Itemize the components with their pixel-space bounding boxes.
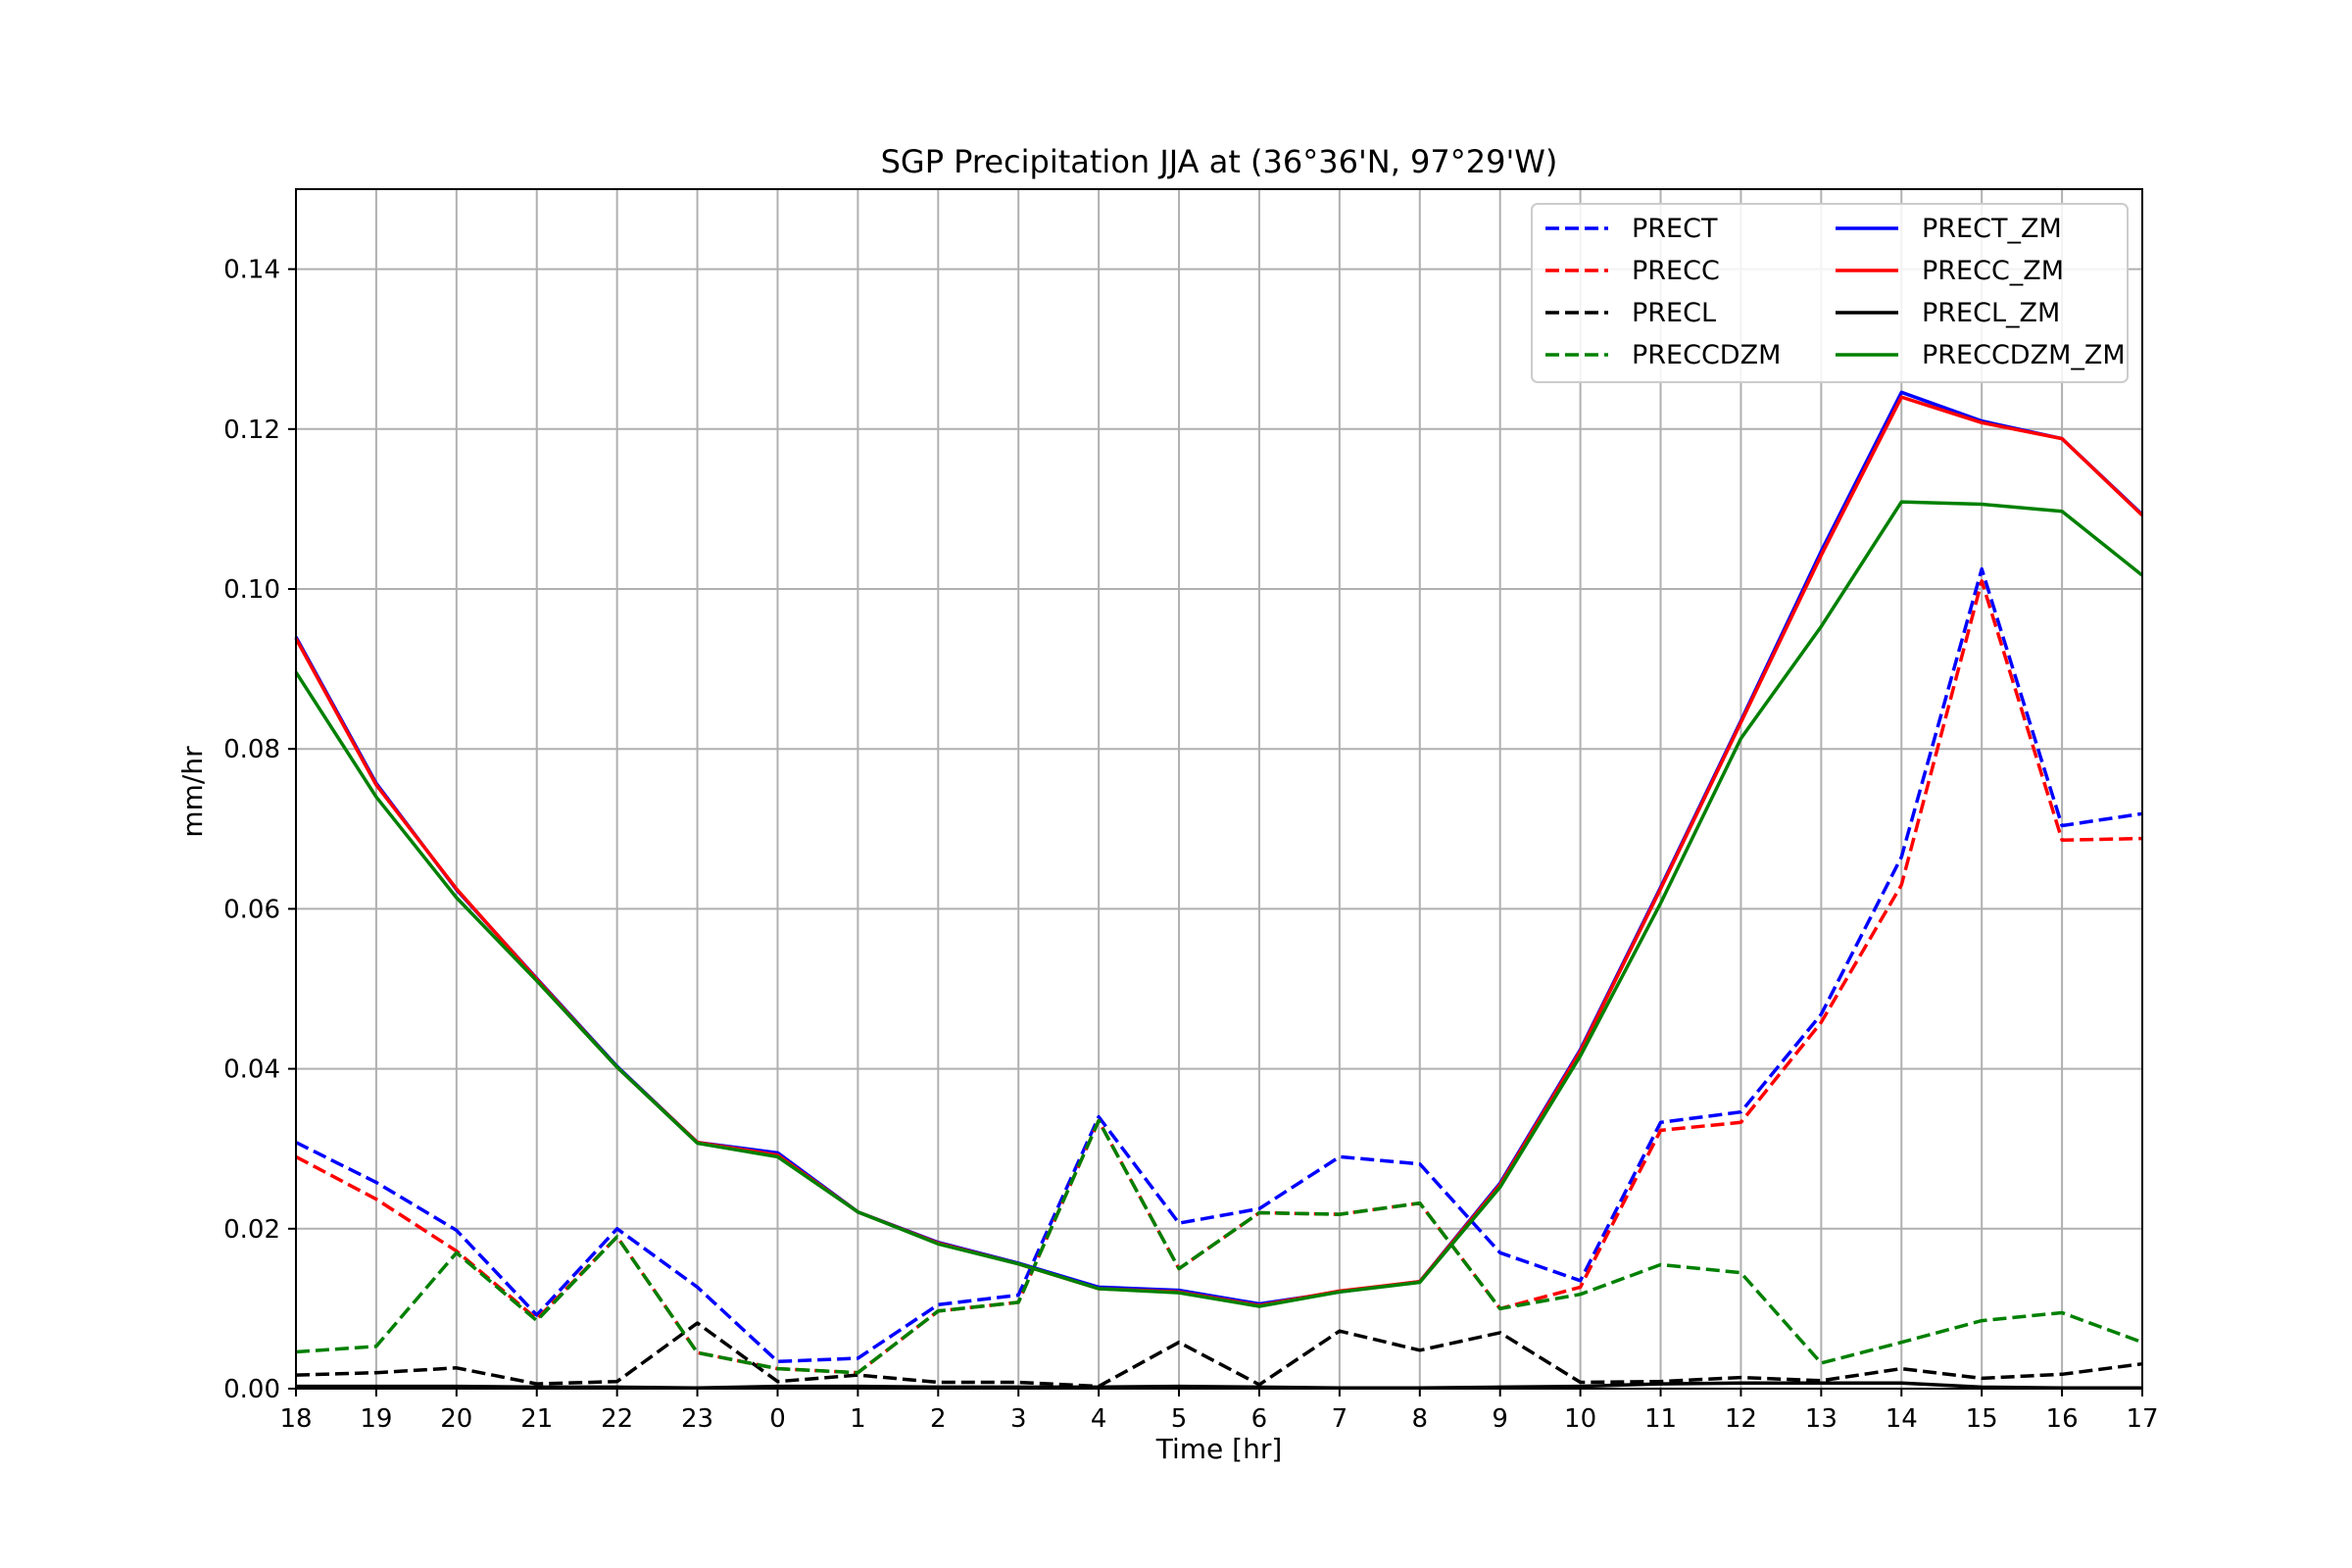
x-tick-label: 7 (1332, 1404, 1348, 1434)
series-prect (295, 566, 2143, 1364)
x-tick-label: 0 (769, 1404, 786, 1434)
x-tick-label: 5 (1171, 1404, 1188, 1434)
x-tick-label: 15 (1966, 1404, 1998, 1434)
x-tick-label: 8 (1412, 1404, 1429, 1434)
y-tick-label: 0.08 (223, 735, 280, 764)
x-tick-label: 9 (1492, 1404, 1508, 1434)
x-axis: 18 19 20 21 22 23 0 1 2 3 4 5 6 7 8 9 10 11 12 13 14 15 16 17 (279, 1389, 2159, 1434)
chart-title: SGP Precipitation JJA at (36°36'N, 97°29… (881, 143, 1558, 180)
x-tick-label: 23 (681, 1404, 713, 1434)
y-tick-label: 0.12 (223, 416, 280, 445)
y-tick-label: 0.02 (223, 1215, 280, 1245)
legend-label: PRECCDZM_ZM (1922, 340, 2126, 370)
legend-label: PRECT (1632, 214, 1718, 244)
x-axis-label: Time [hr] (1155, 1433, 1283, 1465)
x-tick-label: 19 (360, 1404, 392, 1434)
legend-label: PRECC_ZM (1922, 256, 2064, 286)
y-axis: 0.00 0.02 0.04 0.06 0.08 0.10 0.12 0.14 (223, 256, 296, 1404)
x-tick-label: 2 (930, 1404, 947, 1434)
x-tick-label: 20 (440, 1404, 472, 1434)
x-tick-label: 12 (1725, 1404, 1757, 1434)
x-tick-label: 10 (1564, 1404, 1596, 1434)
x-tick-label: 1 (850, 1404, 866, 1434)
legend-label: PRECL (1632, 298, 1716, 328)
grid-lines (295, 189, 2143, 1390)
x-tick-label: 14 (1886, 1404, 1918, 1434)
legend-label: PRECC (1632, 256, 1720, 286)
series-preccdzm (295, 1118, 2143, 1375)
series-precl-zm (296, 1381, 2142, 1390)
x-tick-label: 17 (2126, 1404, 2158, 1434)
y-tick-label: 0.00 (223, 1375, 280, 1404)
y-tick-label: 0.04 (223, 1055, 280, 1085)
legend-label: PRECCDZM (1632, 340, 1781, 370)
x-tick-label: 6 (1251, 1404, 1268, 1434)
legend-box (1531, 203, 2129, 383)
x-tick-label: 13 (1805, 1404, 1838, 1434)
x-tick-label: 11 (1644, 1404, 1677, 1434)
series-precl (295, 1321, 2143, 1389)
series-precc (295, 579, 2143, 1375)
x-tick-label: 16 (2046, 1404, 2079, 1434)
y-tick-label: 0.10 (223, 575, 280, 605)
legend-label: PRECL_ZM (1922, 298, 2060, 328)
y-tick-label: 0.06 (223, 895, 280, 924)
series-lines (294, 390, 2144, 1390)
legend-label: PRECT_ZM (1922, 214, 2062, 244)
x-tick-label: 22 (601, 1404, 633, 1434)
series-preccdzm-zm (294, 500, 2144, 1308)
x-tick-label: 4 (1091, 1404, 1107, 1434)
x-tick-label: 18 (279, 1404, 312, 1434)
y-tick-label: 0.14 (223, 256, 280, 285)
x-tick-label: 21 (520, 1404, 553, 1434)
plot-frame (295, 188, 2143, 1390)
x-tick-label: 3 (1010, 1404, 1027, 1434)
y-axis-label: mm/hr (176, 746, 209, 838)
legend: PRECT PRECC PRECL PRECCDZM PRECT_ZM PRECC_ZM P… (1531, 203, 2129, 383)
